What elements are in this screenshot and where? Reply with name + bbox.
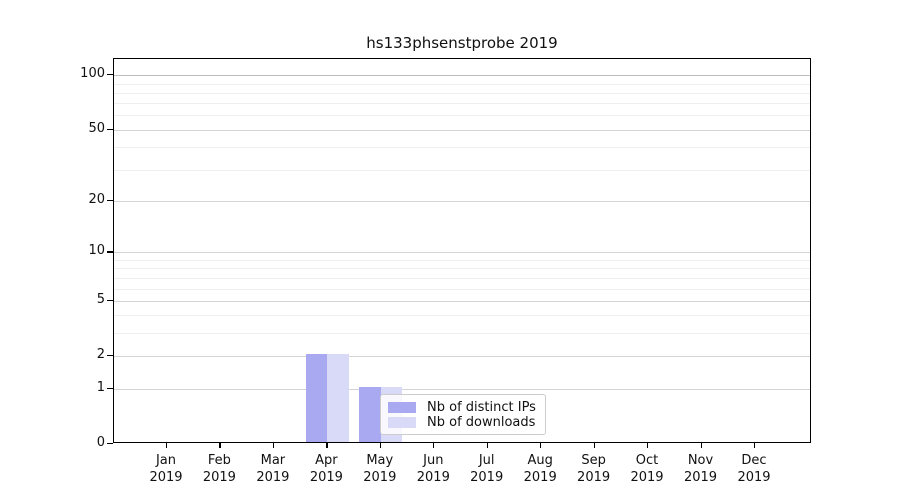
x-tick-label: Oct 2019 [615, 452, 679, 486]
y-tick-label: 20 [88, 191, 105, 207]
x-tick-month: Nov [687, 453, 714, 468]
y-tick [107, 74, 113, 76]
x-tick [593, 443, 595, 448]
y-tick-label: 0 [96, 435, 105, 450]
x-tick-label: May 2019 [348, 452, 412, 486]
x-tick-label: Mar 2019 [241, 452, 305, 486]
x-tick-month: Feb [207, 453, 231, 468]
y-tick-label: 10 [88, 243, 105, 259]
x-tick-year: 2019 [523, 470, 557, 485]
x-tick [219, 443, 221, 448]
x-tick-label: Sep 2019 [562, 452, 626, 486]
x-tick-year: 2019 [256, 470, 290, 485]
x-tick-month: Jun [423, 453, 444, 468]
gridline-minor [114, 333, 810, 335]
x-tick-month: May [366, 453, 394, 468]
x-tick [754, 443, 756, 448]
gridline-minor [114, 260, 810, 261]
y-tick [107, 251, 113, 253]
y-tick [107, 199, 113, 201]
x-tick-year: 2019 [683, 470, 718, 485]
y-tick-label: 2 [96, 347, 105, 363]
y-tick-label: 50 [88, 120, 105, 136]
x-tick-label: Feb 2019 [187, 452, 251, 486]
x-tick-year: 2019 [363, 470, 397, 485]
x-tick-year: 2019 [737, 470, 771, 485]
x-tick [379, 443, 381, 448]
x-tick-month: Jan [155, 453, 177, 468]
x-tick [647, 443, 649, 448]
gridline-minor [114, 103, 810, 105]
x-tick [326, 443, 328, 448]
x-tick-month: Aug [527, 453, 553, 468]
gridline-major [114, 300, 810, 302]
bar-distinct-ips [305, 354, 328, 442]
legend-swatch-downloads [388, 416, 416, 428]
gridline-major [114, 388, 810, 390]
gridline-minor [114, 277, 810, 279]
chart-title: hs133phsenstprobe 2019 [366, 34, 558, 52]
gridline-minor [114, 315, 810, 317]
x-tick-year: 2019 [416, 470, 450, 485]
legend-swatch-distinct-ips [388, 401, 416, 413]
legend-label-distinct-ips: Nb of distinct IPs [427, 399, 536, 415]
bar-distinct-ips [359, 386, 381, 442]
x-tick-label: Jul 2019 [455, 452, 519, 486]
y-tick [107, 128, 113, 130]
gridline-minor [114, 115, 810, 117]
gridline-minor [114, 169, 810, 171]
x-tick [486, 443, 488, 448]
x-tick-year: 2019 [309, 470, 343, 485]
x-tick-year: 2019 [202, 470, 236, 485]
bar-downloads [327, 354, 349, 442]
legend: Nb of distinct IPs Nb of downloads [380, 394, 546, 435]
plot-area [113, 58, 811, 443]
x-tick [166, 443, 168, 448]
x-tick-label: Jan 2019 [134, 452, 198, 486]
legend-item-downloads: Nb of downloads [388, 414, 537, 430]
x-tick [540, 443, 542, 448]
y-tick-label: 1 [96, 379, 105, 395]
y-tick-label: 100 [80, 66, 105, 82]
x-tick-label: Jun 2019 [401, 452, 465, 486]
x-tick [433, 443, 435, 448]
gridline-minor [114, 288, 810, 290]
gridline-major [114, 356, 810, 358]
y-tick [107, 355, 113, 357]
gridline-minor [114, 83, 810, 85]
legend-label-downloads: Nb of downloads [427, 414, 536, 430]
gridline-major [114, 252, 810, 254]
gridline-minor [114, 147, 810, 149]
x-tick-year: 2019 [149, 470, 183, 485]
x-tick-month: Jul [478, 453, 495, 468]
y-tick [107, 387, 113, 389]
gridline-minor [114, 92, 810, 94]
x-tick-month: Mar [260, 453, 286, 468]
x-tick-month: Apr [315, 453, 338, 468]
x-tick-year: 2019 [577, 470, 611, 485]
y-tick [107, 299, 113, 301]
gridline-major [114, 200, 810, 202]
y-tick [107, 443, 113, 445]
x-tick-year: 2019 [630, 470, 664, 485]
gridline-major [114, 75, 810, 77]
x-tick-year: 2019 [470, 470, 504, 485]
x-tick-label: Apr 2019 [294, 452, 358, 486]
x-tick-month: Dec [741, 453, 767, 468]
x-tick-month: Sep [581, 453, 606, 468]
y-tick-label: 5 [96, 291, 105, 307]
legend-item-distinct-ips: Nb of distinct IPs [388, 399, 537, 415]
gridline-major [114, 129, 810, 131]
x-tick [272, 443, 275, 448]
x-tick-label: Nov 2019 [669, 452, 733, 486]
x-tick [700, 443, 702, 448]
x-tick-label: Dec 2019 [722, 452, 786, 486]
x-tick-month: Oct [635, 453, 659, 468]
x-tick-label: Aug 2019 [508, 452, 572, 486]
gridline-minor [114, 268, 810, 270]
